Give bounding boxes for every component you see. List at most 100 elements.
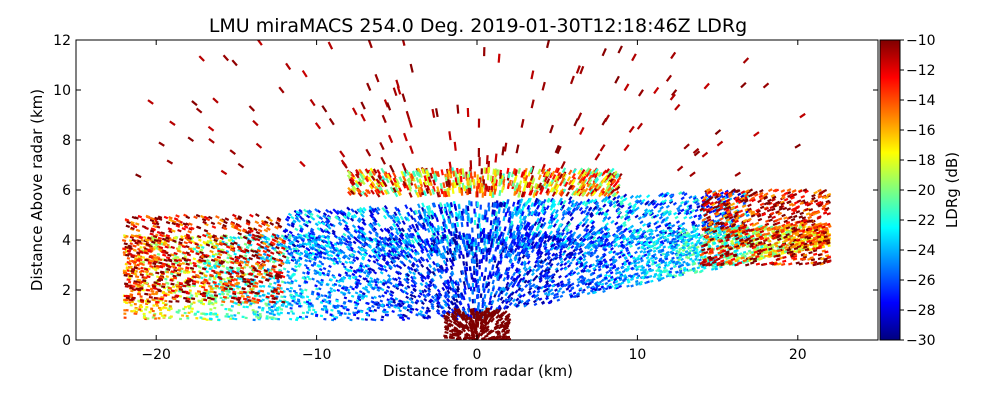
echo-gate [326,239,331,244]
echo-gate [214,286,218,290]
echo-gate [492,168,496,175]
echo-gate [513,176,517,183]
echo-gate [493,188,497,195]
echo-gate [556,200,562,206]
echo-gate [577,260,582,265]
echo-gate [430,222,435,229]
echo-gate [590,189,595,196]
echo-gate [683,143,690,150]
echo-gate [575,65,581,74]
echo-gate [569,75,575,85]
echo-gate [212,97,219,104]
echo-gate [409,293,414,298]
echo-gate [697,216,702,221]
echo-gate [399,215,404,221]
echo-gate [382,282,386,286]
echo-gate [318,254,323,259]
echo-gate [510,211,515,217]
echo-gate [396,190,402,197]
echo-gate [180,235,184,239]
echo-gate [614,75,620,84]
echo-gate [623,274,627,278]
echo-gate [450,212,454,218]
echo-gate [402,176,407,183]
echo-gate [742,57,750,64]
echo-gate [166,243,170,247]
echo-gate [347,186,352,192]
echo-gate [350,172,355,178]
echo-gate [489,242,493,248]
echo-gate [314,252,319,257]
echo-gate [433,212,437,218]
echo-gate [158,141,165,147]
echo-gate [510,262,515,267]
echo-gate [296,258,301,262]
echo-gate [558,197,563,203]
echo-gate [402,180,407,187]
echo-gate [541,168,546,175]
echo-gate [297,252,302,256]
echo-gate [452,170,456,177]
echo-gate [401,40,406,46]
echo-gate [331,231,336,236]
echo-gate [374,73,380,83]
echo-gate [410,173,415,180]
echo-gate [323,294,328,298]
echo-gate [404,314,408,318]
echo-gate [518,218,523,224]
echo-gate [413,251,418,256]
echo-gate [541,217,546,223]
echo-gate [334,260,339,264]
echo-gate [427,205,432,211]
echo-gate [426,227,431,233]
echo-gate [166,159,174,165]
echo-gate [165,281,169,285]
echo-gate [506,230,511,236]
echo-gate [354,173,360,179]
echo-gate [639,249,644,254]
echo-gate [425,170,430,177]
echo-gate [516,209,521,216]
echo-gate [514,169,518,176]
echo-gate [745,245,750,249]
echo-gate [460,210,464,216]
echo-gate [425,218,430,224]
echo-gate [346,269,351,273]
echo-gate [320,280,324,284]
echo-gate [545,188,550,194]
echo-gate [606,241,611,246]
echo-gate [505,236,509,242]
echo-gate [386,285,391,289]
echo-gate [376,188,381,194]
echo-gate [352,185,358,191]
echo-gate [425,306,430,311]
echo-gate [297,304,302,308]
echo-gate [436,171,440,178]
echo-gate [409,63,414,73]
echo-gate [273,281,277,285]
echo-gate [366,272,371,276]
echo-gate [561,178,567,184]
echo-gate [626,284,630,288]
echo-gate [608,268,613,273]
echo-gate [734,171,741,177]
echo-gate [364,294,369,298]
echo-gate [187,136,195,142]
echo-gate [641,229,646,234]
echo-gate [427,210,431,216]
echo-gate [354,182,360,189]
echo-gate [516,184,521,191]
echo-gate [122,251,126,254]
echo-gate [549,288,554,293]
echo-gate [412,210,417,216]
echo-gate [528,197,532,203]
echo-gate [339,150,346,158]
echo-gate [531,177,536,184]
echo-gate [799,112,806,119]
echo-gate [306,242,311,246]
echo-gate [591,190,597,197]
echo-gate [696,224,701,228]
echo-gate [562,199,567,205]
echo-gate [430,214,435,220]
echo-gate [233,252,237,256]
